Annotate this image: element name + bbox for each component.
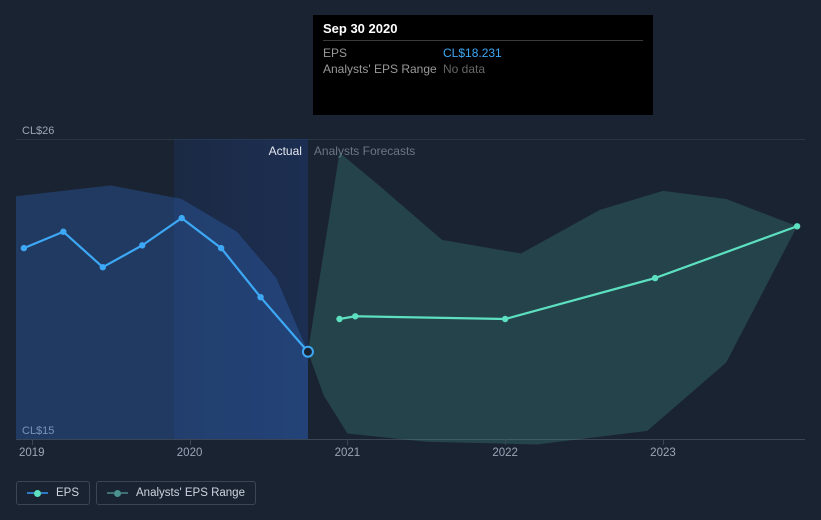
tooltip-row-1: Analysts' EPS RangeNo data	[323, 61, 643, 77]
x-label-0: 2019	[19, 447, 45, 459]
x-label-1: 2020	[177, 447, 203, 459]
legend-label-0: EPS	[56, 487, 79, 499]
tooltip-row-value-0: CL$18.231	[443, 46, 502, 60]
actual-fill-area	[16, 185, 308, 439]
x-tick-3	[505, 439, 506, 445]
legend: EPS Analysts' EPS Range	[16, 481, 256, 505]
eps-marker-forecast-1	[352, 313, 358, 319]
legend-swatch-0	[27, 490, 48, 497]
tooltip-row-label-1: Analysts' EPS Range	[323, 62, 443, 76]
legend-item-0[interactable]: EPS	[16, 481, 90, 505]
x-axis: 2019 2020 2021 2022 2023	[0, 439, 821, 469]
legend-swatch-line2-0	[41, 492, 48, 494]
hover-marker-ring	[303, 347, 313, 357]
eps-marker-actual-4	[178, 215, 184, 221]
x-tick-2	[347, 439, 348, 445]
legend-swatch-dot-0	[34, 490, 41, 497]
legend-swatch-line2-1	[121, 492, 128, 494]
eps-marker-actual-2	[100, 264, 106, 270]
chart-tooltip: Sep 30 2020 EPSCL$18.231Analysts' EPS Ran…	[313, 15, 653, 115]
x-label-3: 2022	[492, 447, 518, 459]
x-tick-4	[663, 439, 664, 445]
legend-item-1[interactable]: Analysts' EPS Range	[96, 481, 256, 505]
eps-marker-forecast-3	[652, 275, 658, 281]
eps-marker-forecast-0	[336, 316, 342, 322]
legend-swatch-1	[107, 490, 128, 497]
legend-label-1: Analysts' EPS Range	[136, 487, 245, 499]
legend-swatch-line-0	[27, 492, 34, 494]
eps-marker-forecast-2	[502, 316, 508, 322]
eps-marker-actual-6	[257, 294, 263, 300]
x-tick-0	[32, 439, 33, 445]
legend-swatch-line-1	[107, 492, 114, 494]
tooltip-date: Sep 30 2020	[323, 21, 643, 41]
x-tick-1	[190, 439, 191, 445]
tooltip-row-label-0: EPS	[323, 46, 443, 60]
x-label-4: 2023	[650, 447, 676, 459]
eps-marker-actual-1	[60, 229, 66, 235]
eps-marker-actual-5	[218, 245, 224, 251]
eps-marker-actual-3	[139, 242, 145, 248]
tooltip-row-value-1: No data	[443, 62, 485, 76]
legend-swatch-dot-1	[114, 490, 121, 497]
x-label-2: 2021	[335, 447, 361, 459]
tooltip-row-0: EPSCL$18.231	[323, 45, 643, 61]
forecast-range-area	[308, 153, 797, 445]
eps-marker-forecast-4	[794, 223, 800, 229]
eps-marker-actual-0	[21, 245, 27, 251]
